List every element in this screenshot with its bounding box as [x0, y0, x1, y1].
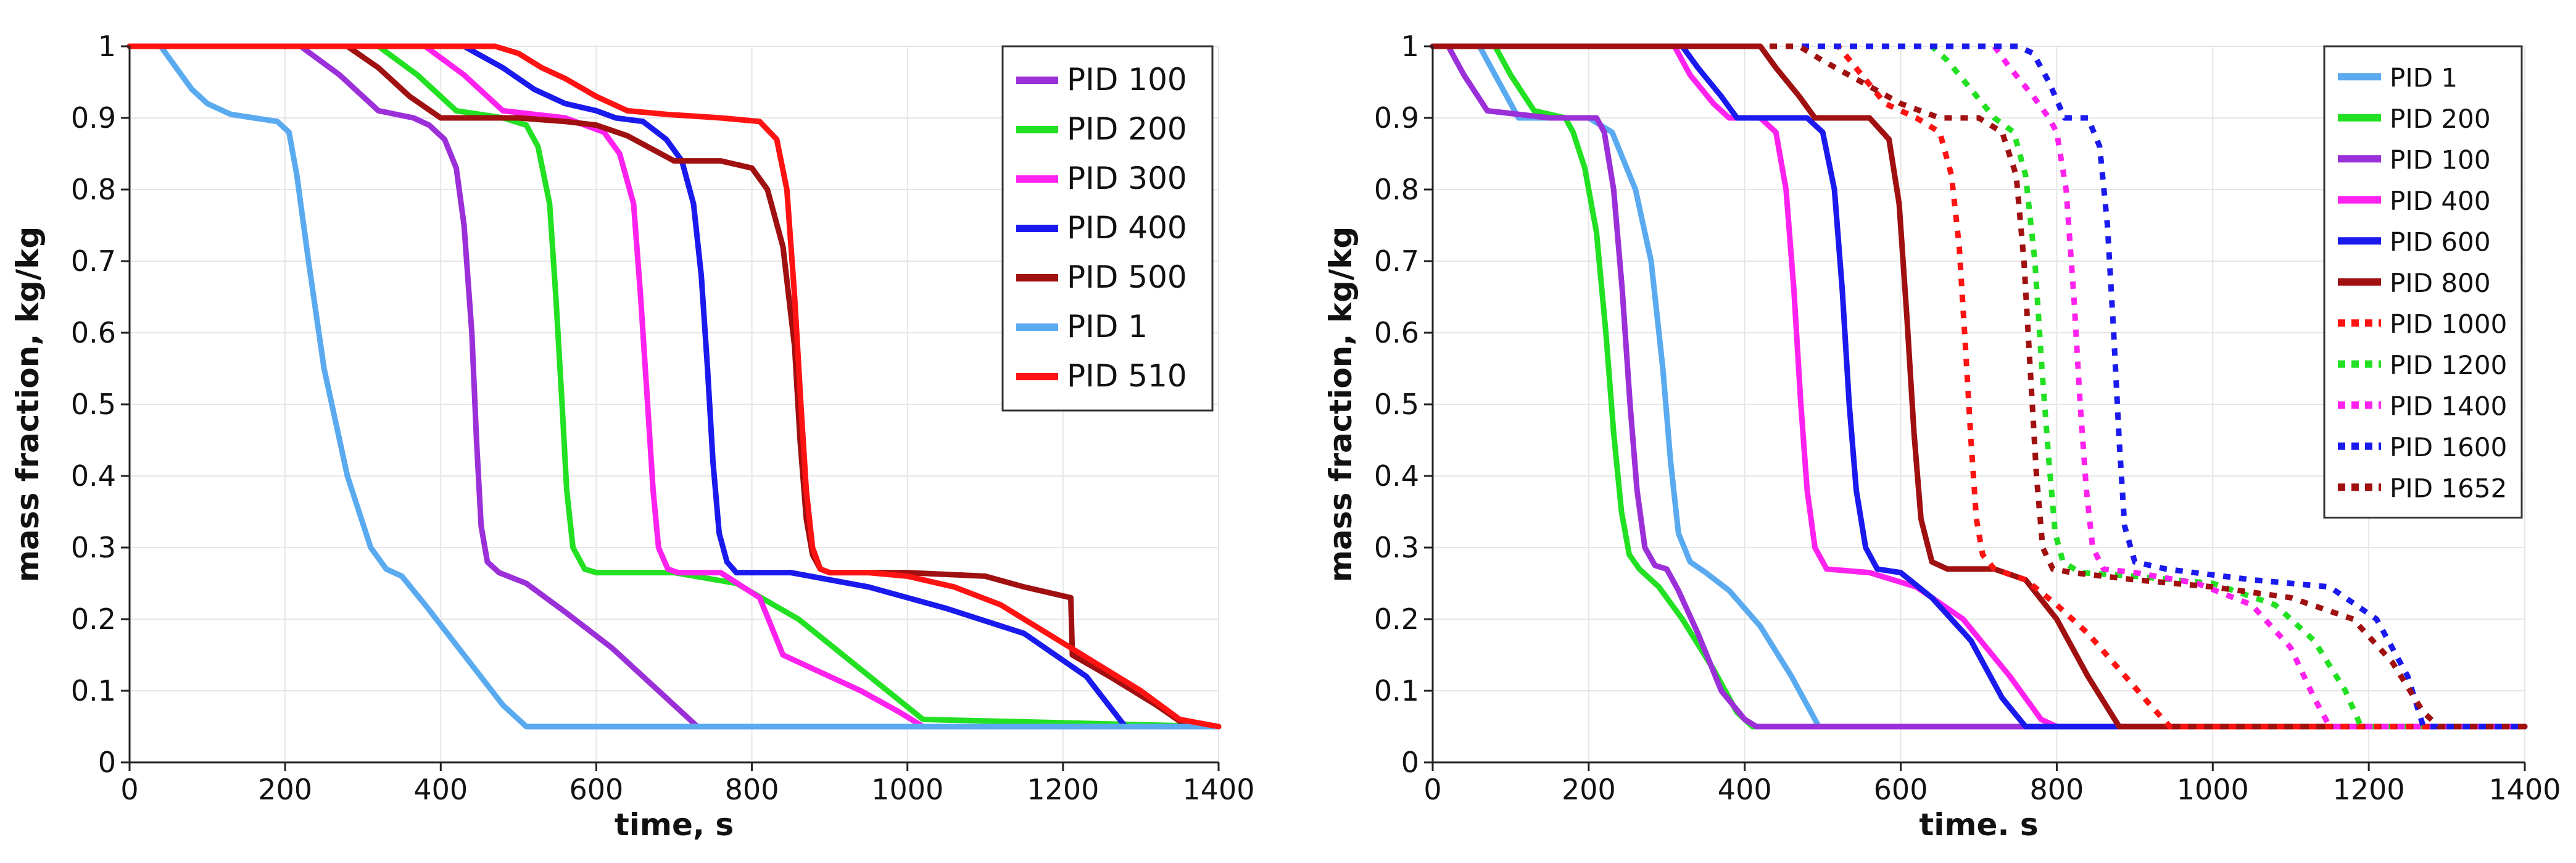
x-tick-label: 400 — [1718, 773, 1772, 806]
y-tick-label: 0.6 — [71, 316, 116, 349]
legend-label: PID 200 — [2390, 104, 2491, 134]
y-tick-label: 0.1 — [1374, 674, 1419, 707]
legend-label: PID 1000 — [2390, 309, 2507, 339]
series-line-pid-500 — [126, 43, 1222, 730]
legend-label: PID 1200 — [2390, 350, 2507, 380]
series-line-pid-200 — [126, 43, 1222, 730]
series-line-pid-1200 — [1433, 43, 2525, 730]
y-tick-label: 0.7 — [71, 244, 116, 278]
legend-label: PID 200 — [1067, 111, 1187, 147]
x-tick-label: 0 — [120, 773, 138, 806]
legend-label: PID 400 — [2390, 186, 2491, 216]
series-line-pid-100 — [126, 43, 1222, 730]
series-line-pid-1600 — [1433, 43, 2525, 730]
y-tick-label: 1 — [98, 30, 116, 63]
legend-label: PID 510 — [1067, 358, 1187, 394]
y-tick-label: 0.5 — [71, 388, 116, 421]
series-line-pid-1000 — [1433, 43, 2525, 730]
x-axis-title: time, s — [615, 807, 734, 843]
x-tick-label: 200 — [1562, 773, 1616, 806]
series-line-pid-400 — [1430, 43, 2528, 730]
series-line-pid-300 — [126, 43, 1222, 730]
legend-label: PID 1 — [1067, 309, 1148, 344]
x-tick-label: 0 — [1423, 773, 1441, 806]
x-tick-label: 400 — [413, 773, 468, 806]
chart-2: 0 200 400 600 800 1000 1200 1400 0 0.1 0.2 0.3 0.4 0.… — [1323, 30, 2561, 843]
y-tick-label: 0 — [98, 746, 116, 779]
y-tick-label: 0.2 — [71, 602, 116, 636]
x-tick-label: 800 — [725, 773, 779, 806]
y-tick-label: 0.3 — [1374, 531, 1419, 564]
x-tick-label: 600 — [569, 773, 624, 806]
y-tick-label: 0.6 — [1374, 316, 1419, 349]
series-line-pid-510 — [126, 43, 1222, 730]
legend-label: PID 300 — [1067, 161, 1187, 196]
x-tick-label: 1200 — [1027, 773, 1099, 806]
x-tick-label: 1000 — [871, 773, 943, 806]
y-tick-label: 0.9 — [1374, 101, 1419, 135]
legend-label: PID 500 — [1067, 259, 1187, 295]
legend-label: PID 100 — [1067, 62, 1187, 98]
legend-label: PID 1 — [2390, 62, 2458, 93]
legend-label: PID 100 — [2390, 144, 2491, 175]
x-tick-label: 1200 — [2333, 773, 2405, 806]
series-line-pid-1652 — [1433, 43, 2525, 730]
y-tick-label: 0.7 — [1374, 244, 1419, 278]
y-axis-title: mass fraction, kg/kg — [1323, 227, 1359, 582]
chart-1: 0 200 400 600 800 1000 1200 1400 0 0.1 0.2 0.3 0.4 0.… — [10, 30, 1255, 843]
series-line-pid-1 — [1430, 43, 2528, 730]
series-line-pid-600 — [1430, 43, 2528, 730]
y-axis-title: mass fraction, kg/kg — [10, 227, 46, 582]
x-axis-title: time. s — [1919, 807, 2038, 843]
y-tick-label: 0.1 — [71, 674, 116, 707]
series-line-pid-1 — [126, 43, 1222, 730]
legend-label: PID 1600 — [2390, 432, 2507, 462]
series-line-pid-400 — [126, 43, 1222, 730]
legend-label: PID 800 — [2390, 268, 2491, 298]
legend-label: PID 600 — [2390, 227, 2491, 257]
y-tick-label: 0 — [1401, 746, 1419, 779]
series-line-pid-1400 — [1433, 43, 2525, 730]
x-tick-label: 200 — [258, 773, 312, 806]
y-tick-label: 0.5 — [1374, 388, 1419, 421]
x-tick-label: 600 — [1874, 773, 1928, 806]
y-tick-label: 0.3 — [71, 531, 116, 564]
y-tick-label: 0.8 — [1374, 173, 1419, 206]
x-tick-label: 1000 — [2177, 773, 2249, 806]
x-tick-label: 800 — [2030, 773, 2084, 806]
legend: PID 1 PID 200 PID 100 PID 400 PID 600 PID 800… — [2323, 45, 2523, 519]
legend-label: PID 400 — [1067, 210, 1187, 246]
legend-label: PID 1400 — [2390, 391, 2507, 421]
y-tick-label: 0.4 — [71, 459, 116, 493]
y-tick-label: 0.9 — [71, 101, 116, 135]
x-tick-label: 1400 — [2488, 773, 2561, 806]
y-tick-label: 0.8 — [71, 173, 116, 206]
y-tick-label: 0.4 — [1374, 459, 1419, 493]
legend-label: PID 1652 — [2390, 473, 2507, 503]
y-tick-label: 1 — [1401, 30, 1419, 63]
y-tick-label: 0.2 — [1374, 602, 1419, 636]
series-line-pid-100 — [1430, 43, 2528, 730]
x-tick-label: 1400 — [1182, 773, 1254, 806]
series-line-pid-800 — [1430, 43, 2528, 730]
legend: PID 100 PID 200 PID 300 PID 400 PID 500 PID 1… — [1001, 45, 1214, 412]
